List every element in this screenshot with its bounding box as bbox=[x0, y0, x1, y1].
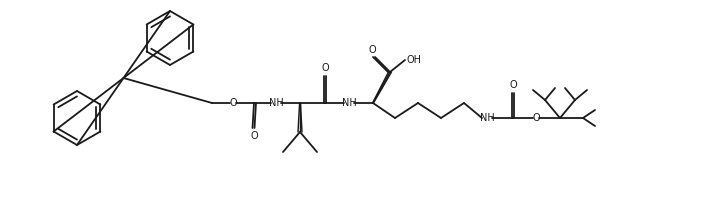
Text: OH: OH bbox=[407, 55, 422, 65]
Text: O: O bbox=[321, 63, 329, 73]
Text: O: O bbox=[229, 98, 237, 108]
Text: O: O bbox=[509, 80, 517, 90]
Text: O: O bbox=[532, 113, 540, 123]
Text: O: O bbox=[368, 45, 376, 55]
Text: NH: NH bbox=[342, 98, 357, 108]
Text: NH: NH bbox=[268, 98, 283, 108]
Text: NH: NH bbox=[480, 113, 494, 123]
Text: O: O bbox=[250, 131, 258, 141]
